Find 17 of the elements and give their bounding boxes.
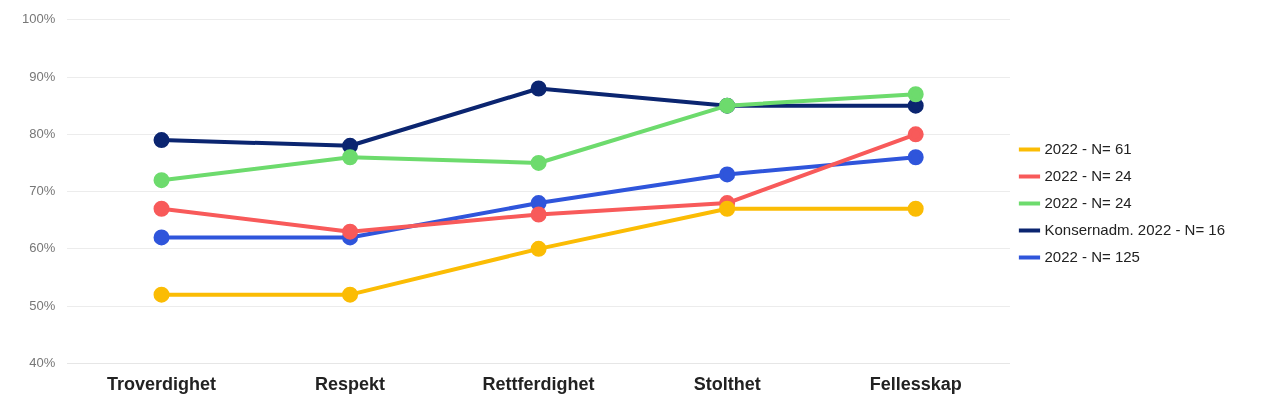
legend-label: 2022 - N= 24 bbox=[1044, 166, 1132, 184]
y-tick-label: 90% bbox=[29, 68, 56, 84]
legend-label: 2022 - N= 24 bbox=[1044, 193, 1132, 211]
legend-label: Konsernadm. 2022 - N= 16 bbox=[1044, 220, 1225, 238]
y-tick-label: 100% bbox=[22, 11, 56, 27]
x-tick-label: Rettferdighet bbox=[482, 374, 595, 395]
y-tick-label: 40% bbox=[29, 354, 56, 370]
y-tick-label: 70% bbox=[29, 183, 56, 199]
x-tick-label: Fellesskap bbox=[869, 374, 962, 395]
x-tick-label: Troverdighet bbox=[107, 374, 217, 395]
y-tick-label: 80% bbox=[29, 125, 56, 141]
x-tick-label: Respekt bbox=[315, 374, 386, 395]
y-tick-label: 50% bbox=[29, 297, 56, 313]
y-tick-label: 60% bbox=[29, 240, 56, 256]
legend-label: 2022 - N= 125 bbox=[1044, 247, 1140, 265]
legend-label: 2022 - N= 61 bbox=[1044, 139, 1132, 157]
x-tick-label: Stolthet bbox=[693, 374, 761, 395]
